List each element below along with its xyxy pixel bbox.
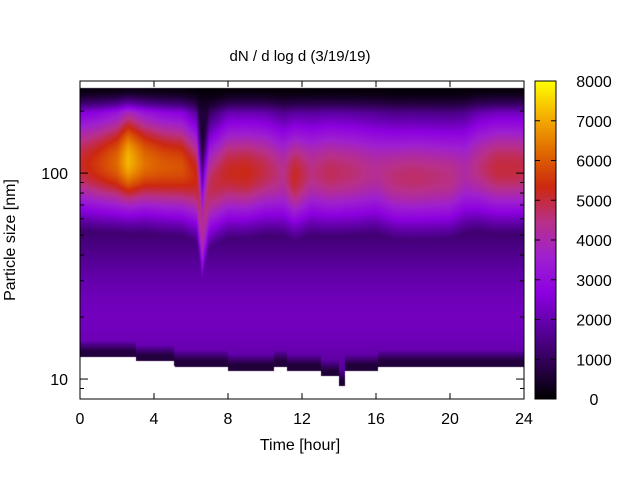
colorbar: 0 1000 2000 3000 4000 5000 6000 7000 8000 — [534, 74, 612, 409]
x-tick-label: 12 — [293, 411, 311, 428]
y-tick-label: 100 — [41, 166, 68, 183]
x-tick-label: 16 — [367, 411, 385, 428]
y-axis-label: Particle size [nm] — [2, 179, 19, 301]
colorbar-tick-label: 8000 — [576, 74, 612, 91]
colorbar-tick-label: 4000 — [576, 233, 612, 250]
colorbar-tick-label: 2000 — [576, 313, 612, 330]
colorbar-gradient — [535, 81, 556, 399]
colorbar-tick-label: 1000 — [576, 352, 612, 369]
x-tick-label: 24 — [515, 411, 533, 428]
x-axis-label: Time [hour] — [260, 437, 340, 454]
colorbar-tick-label: 5000 — [576, 193, 612, 210]
colorbar-ticks: 0 1000 2000 3000 4000 5000 6000 7000 8000 — [535, 74, 612, 409]
colorbar-tick-label: 7000 — [576, 114, 612, 131]
colorbar-tick-label: 0 — [590, 392, 599, 409]
chart-title: dN / d log d (3/19/19) — [230, 48, 371, 65]
plot-area: 0 4 8 12 16 20 24 10 100 — [41, 80, 533, 428]
x-tick-label: 8 — [224, 411, 233, 428]
colorbar-tick-label: 6000 — [576, 154, 612, 171]
colorbar-tick-label: 3000 — [576, 273, 612, 290]
y-axis-ticks: 10 100 — [41, 110, 524, 400]
y-tick-label: 10 — [50, 372, 68, 389]
heatmap-image — [80, 81, 524, 399]
x-axis-ticks: 0 4 8 12 16 20 24 — [76, 81, 533, 428]
x-tick-label: 20 — [441, 411, 459, 428]
x-tick-label: 4 — [150, 411, 159, 428]
x-tick-label: 0 — [76, 411, 85, 428]
